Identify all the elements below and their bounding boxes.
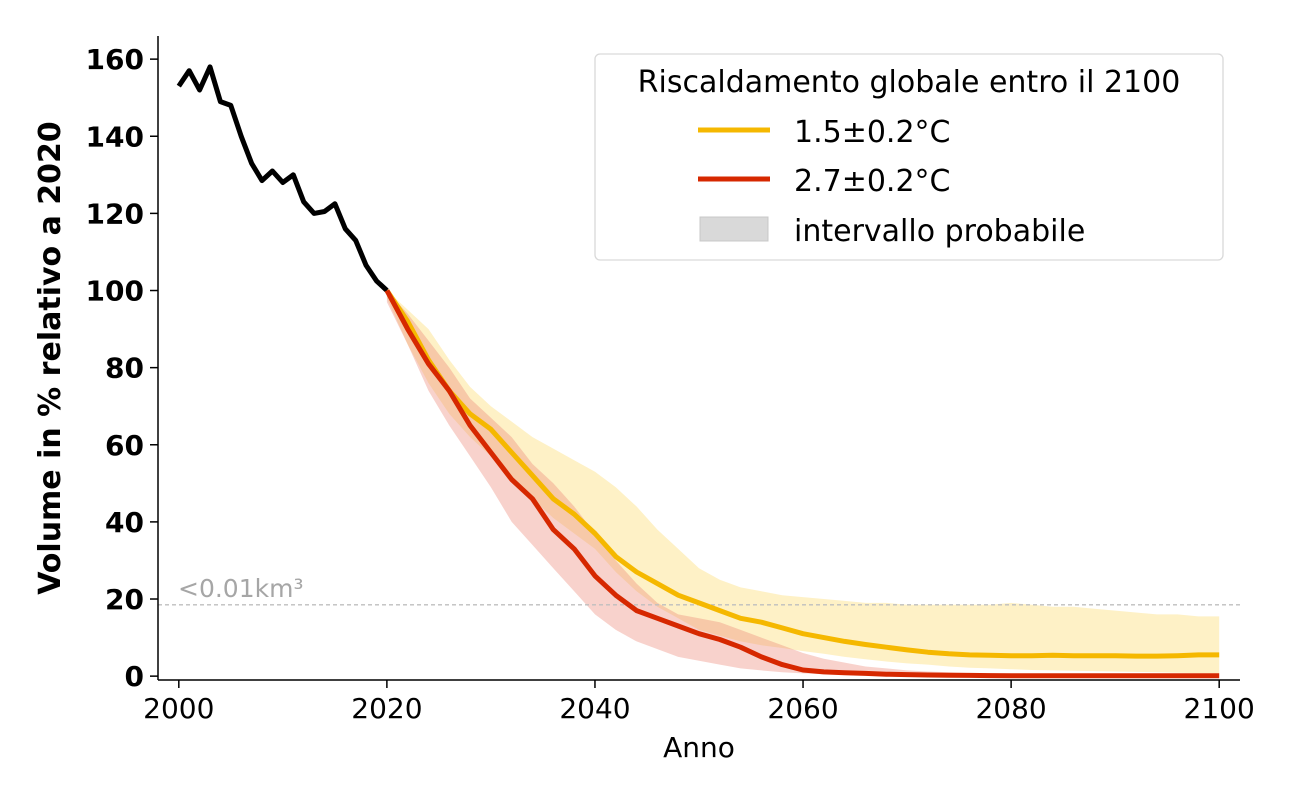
x-tick-label: 2080 bbox=[975, 692, 1046, 725]
y-tick-label: 40 bbox=[105, 506, 144, 539]
legend-label-3: intervallo probabile bbox=[794, 214, 1085, 249]
y-tick-label: 120 bbox=[86, 197, 144, 230]
band-2 bbox=[386, 290, 1220, 676]
y-tick-label: 0 bbox=[125, 660, 144, 693]
historical-line bbox=[176, 64, 389, 293]
legend-label-2: 2.7±0.2°C bbox=[794, 164, 951, 199]
legend-label-1: 1.5±0.2°C bbox=[794, 115, 951, 150]
x-tick-label: 2000 bbox=[143, 692, 214, 725]
y-tick-label: 60 bbox=[105, 429, 144, 462]
legend-box bbox=[594, 53, 1224, 261]
series-line-2 bbox=[384, 289, 1220, 679]
y-tick-label: 100 bbox=[86, 275, 144, 308]
legend-title: Riscaldamento globale entro il 2100 bbox=[638, 65, 1181, 100]
y-tick-label: 160 bbox=[86, 43, 144, 76]
x-tick-label: 2060 bbox=[767, 692, 838, 725]
band-1 bbox=[386, 290, 1220, 674]
legend-swatch-3 bbox=[699, 216, 769, 242]
series-lines bbox=[176, 64, 1220, 679]
x-tick-label: 2040 bbox=[559, 692, 630, 725]
threshold-label: <0.01km³ bbox=[178, 574, 303, 603]
y-tick-label: 20 bbox=[105, 583, 144, 616]
y-axis-label: Volume in % relativo a 2020 bbox=[33, 121, 68, 595]
y-tick-label: 140 bbox=[86, 120, 144, 153]
x-tick-label: 2020 bbox=[351, 692, 422, 725]
y-tick-label: 80 bbox=[105, 352, 144, 385]
x-axis-label: Anno bbox=[663, 731, 735, 764]
legend: Riscaldamento globale entro il 2100 1.5±0… bbox=[594, 53, 1224, 261]
uncertainty-bands bbox=[386, 290, 1220, 676]
x-tick-label: 2100 bbox=[1184, 692, 1255, 725]
series-line-1 bbox=[384, 289, 1220, 659]
